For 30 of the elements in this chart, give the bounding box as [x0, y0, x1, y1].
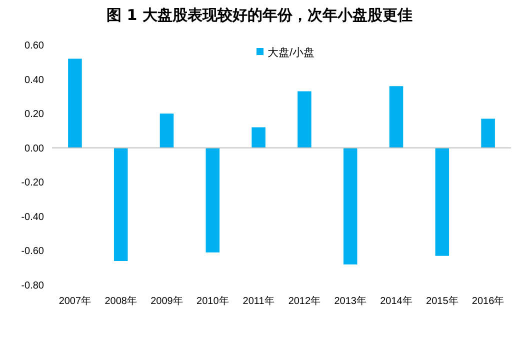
y-tick-label: 0.40	[24, 74, 44, 86]
x-tick-label: 2007年	[58, 295, 92, 307]
bar	[252, 127, 266, 148]
x-tick-label: 2008年	[104, 295, 137, 307]
x-tick-label: 2011年	[242, 295, 274, 307]
x-tick-label: 2012年	[288, 295, 321, 307]
y-tick-label: 0.60	[24, 40, 44, 52]
x-tick-label: 2010年	[196, 295, 229, 307]
bar	[160, 114, 174, 148]
bar	[343, 148, 358, 264]
y-tick-label: -0.20	[21, 178, 44, 189]
bar	[206, 148, 220, 252]
legend-label: 大盘/小盘	[268, 46, 315, 59]
chart-title: 图 1 大盘股表现较好的年份，次年小盘股更佳	[106, 6, 412, 24]
bar	[435, 148, 450, 256]
x-tick-label: 2014年	[380, 295, 412, 307]
bar	[298, 91, 312, 148]
x-tick-label: 2016年	[472, 295, 504, 307]
bar	[389, 86, 404, 148]
bar	[68, 58, 82, 148]
y-tick-label: -0.60	[21, 246, 44, 258]
bar	[481, 118, 495, 148]
y-tick-label: 0.20	[24, 109, 44, 120]
x-tick-label: 2009年	[150, 295, 183, 307]
y-tick-label: -0.40	[21, 212, 44, 223]
x-tick-label: 2013年	[334, 295, 366, 307]
y-tick-label: -0.80	[21, 280, 44, 292]
x-tick-label: 2015年	[426, 295, 458, 307]
bar	[114, 148, 128, 261]
y-tick-label: 0.00	[24, 143, 44, 154]
